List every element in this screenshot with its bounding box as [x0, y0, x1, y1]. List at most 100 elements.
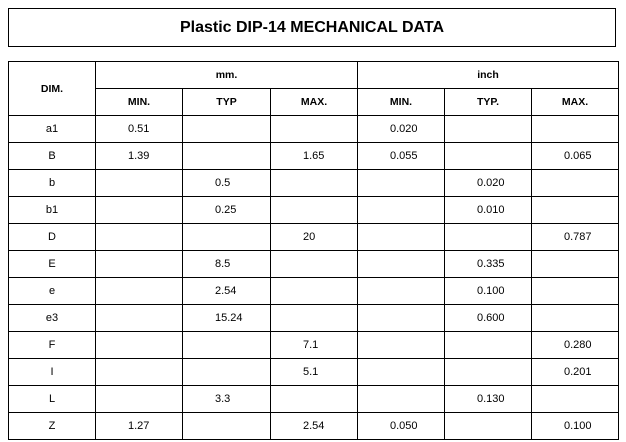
- value-cell: [357, 223, 445, 251]
- value-cell: 0.335: [444, 250, 532, 278]
- value-cell: 15.24: [182, 304, 271, 332]
- value-cell: 0.201: [531, 358, 619, 386]
- value-cell: [95, 196, 183, 224]
- column-header: TYP.: [444, 88, 532, 116]
- value-cell: [95, 358, 183, 386]
- value-cell: [95, 331, 183, 359]
- group-header: mm.: [95, 61, 358, 89]
- column-header: TYP: [182, 88, 271, 116]
- column-header: MIN.: [357, 88, 445, 116]
- value-cell: [357, 358, 445, 386]
- value-cell: [357, 331, 445, 359]
- value-cell: [357, 277, 445, 305]
- value-cell: [270, 196, 358, 224]
- dim-cell: Z: [8, 412, 96, 440]
- value-cell: 0.100: [531, 412, 619, 440]
- value-cell: 0.51: [95, 115, 183, 143]
- value-cell: 2.54: [270, 412, 358, 440]
- value-cell: [531, 196, 619, 224]
- value-cell: 8.5: [182, 250, 271, 278]
- data-row: Z 1.27 2.54 0.050 0.100: [8, 412, 619, 440]
- dim-cell: a1: [8, 115, 96, 143]
- value-cell: [95, 277, 183, 305]
- value-cell: 20: [270, 223, 358, 251]
- data-row: D 20 0.787: [8, 223, 619, 251]
- dim-cell: b1: [8, 196, 96, 224]
- value-cell: 7.1: [270, 331, 358, 359]
- dim-header: DIM.: [8, 61, 96, 116]
- data-row: b 0.5 0.020: [8, 169, 619, 197]
- data-row: b1 0.25 0.010: [8, 196, 619, 224]
- value-cell: 0.787: [531, 223, 619, 251]
- value-cell: [182, 223, 271, 251]
- value-cell: 1.27: [95, 412, 183, 440]
- value-cell: [531, 115, 619, 143]
- value-cell: [357, 169, 445, 197]
- value-cell: 0.280: [531, 331, 619, 359]
- value-cell: [182, 358, 271, 386]
- column-header: MAX.: [531, 88, 619, 116]
- dim-cell: I: [8, 358, 96, 386]
- value-cell: [531, 169, 619, 197]
- value-cell: [270, 169, 358, 197]
- dim-cell: D: [8, 223, 96, 251]
- value-cell: [270, 304, 358, 332]
- title: Plastic DIP-14 MECHANICAL DATA: [8, 8, 616, 47]
- dim-cell: E: [8, 250, 96, 278]
- value-cell: 0.010: [444, 196, 532, 224]
- group-header: inch: [357, 61, 619, 89]
- value-cell: [95, 385, 183, 413]
- value-cell: 0.600: [444, 304, 532, 332]
- value-cell: 0.25: [182, 196, 271, 224]
- dim-cell: e: [8, 277, 96, 305]
- value-cell: 0.100: [444, 277, 532, 305]
- header-row: DIM. mm. inch: [8, 61, 619, 116]
- value-cell: 1.39: [95, 142, 183, 170]
- data-table: DIM. mm. inch MIN. TYP MAX. MIN. TYP. MAX. a1 0.51…: [8, 61, 619, 440]
- value-cell: [95, 169, 183, 197]
- value-cell: 0.065: [531, 142, 619, 170]
- value-cell: 0.020: [357, 115, 445, 143]
- value-cell: 5.1: [270, 358, 358, 386]
- data-row: B 1.39 1.65 0.055 0.065: [8, 142, 619, 170]
- value-cell: [444, 142, 532, 170]
- value-cell: [95, 223, 183, 251]
- value-cell: [531, 277, 619, 305]
- value-cell: 0.050: [357, 412, 445, 440]
- value-cell: [357, 304, 445, 332]
- dim-cell: L: [8, 385, 96, 413]
- value-cell: [270, 385, 358, 413]
- data-row: E 8.5 0.335: [8, 250, 619, 278]
- value-cell: [270, 277, 358, 305]
- value-cell: [182, 412, 271, 440]
- value-cell: [357, 196, 445, 224]
- value-cell: [444, 412, 532, 440]
- value-cell: 0.130: [444, 385, 532, 413]
- value-cell: [531, 385, 619, 413]
- value-cell: 1.65: [270, 142, 358, 170]
- value-cell: [357, 250, 445, 278]
- data-row: a1 0.51 0.020: [8, 115, 619, 143]
- data-row: e 2.54 0.100: [8, 277, 619, 305]
- value-cell: [95, 250, 183, 278]
- header-row: MIN. TYP MAX. MIN. TYP. MAX.: [9, 88, 619, 116]
- value-cell: [444, 223, 532, 251]
- dim-cell: B: [8, 142, 96, 170]
- value-cell: 0.020: [444, 169, 532, 197]
- value-cell: [531, 304, 619, 332]
- dim-cell: b: [8, 169, 96, 197]
- dim-cell: F: [8, 331, 96, 359]
- data-row: e3 15.24 0.600: [8, 304, 619, 332]
- value-cell: [270, 250, 358, 278]
- value-cell: 0.055: [357, 142, 445, 170]
- value-cell: 0.5: [182, 169, 271, 197]
- value-cell: [95, 304, 183, 332]
- value-cell: [444, 331, 532, 359]
- value-cell: [270, 115, 358, 143]
- value-cell: [357, 385, 445, 413]
- data-row: I 5.1 0.201: [8, 358, 619, 386]
- value-cell: 2.54: [182, 277, 271, 305]
- data-row: L 3.3 0.130: [8, 385, 619, 413]
- value-cell: [182, 142, 271, 170]
